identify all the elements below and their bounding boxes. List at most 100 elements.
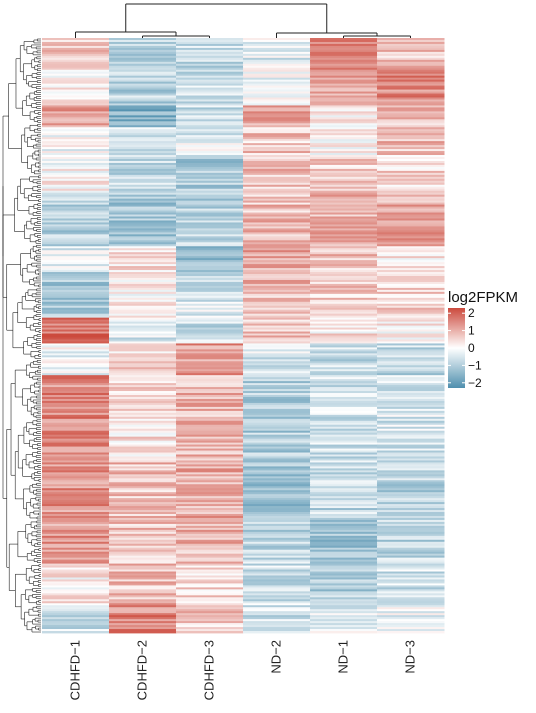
heatmap-cell (243, 460, 311, 463)
heatmap-cell (42, 353, 110, 356)
heatmap-cell (42, 242, 110, 245)
heatmap-cell (377, 337, 445, 340)
heatmap-cell (243, 531, 311, 535)
heatmap-cell (42, 182, 110, 186)
heatmap-cell (176, 331, 244, 334)
heatmap-cell (243, 226, 311, 229)
heatmap-cell (310, 83, 378, 86)
heatmap-cell (109, 440, 177, 443)
heatmap-cell (310, 153, 378, 156)
heatmap-cell (377, 571, 445, 574)
heatmap-cell (42, 254, 110, 257)
heatmap-cell (176, 303, 244, 307)
heatmap-cell (243, 609, 311, 612)
heatmap-cell (42, 531, 110, 535)
heatmap-cell (109, 174, 177, 178)
heatmap-cell (310, 71, 378, 75)
heatmap-cell (377, 424, 445, 428)
heatmap-cell (377, 170, 445, 174)
heatmap-cell (310, 375, 378, 378)
heatmap-cell (243, 508, 311, 511)
heatmap-cell (176, 151, 244, 154)
heatmap-cell (377, 631, 445, 634)
heatmap-cell (377, 105, 445, 108)
heatmap-cell (109, 319, 177, 323)
heatmap-cell (243, 492, 311, 495)
heatmap-cell (109, 157, 177, 160)
heatmap-cell (243, 466, 311, 469)
heatmap-cell (176, 139, 244, 142)
heatmap-cell (310, 367, 378, 370)
heatmap-cell (377, 418, 445, 422)
heatmap-cell (109, 218, 177, 221)
heatmap-cell (243, 557, 311, 561)
heatmap-cell (377, 244, 445, 247)
heatmap-cell (310, 535, 378, 539)
heatmap-cell (176, 321, 244, 324)
heatmap-cell (243, 426, 311, 430)
heatmap-cell (310, 383, 378, 386)
heatmap-cell (109, 59, 177, 63)
heatmap-cell (243, 218, 311, 221)
heatmap-cell (310, 113, 378, 116)
heatmap-cell (377, 438, 445, 442)
heatmap-cell (310, 262, 378, 265)
heatmap-cell (310, 365, 378, 368)
heatmap-cell (109, 289, 177, 293)
heatmap-cell (42, 216, 110, 219)
heatmap-cell (310, 512, 378, 515)
heatmap-cell (310, 216, 378, 219)
heatmap-cell (243, 373, 311, 376)
heatmap-cell (42, 488, 110, 491)
heatmap-cell (176, 430, 244, 434)
heatmap-cell (310, 115, 378, 118)
heatmap-cell (176, 519, 244, 523)
heatmap-cell (109, 611, 177, 614)
heatmap-cell (176, 603, 244, 606)
heatmap-cell (109, 67, 177, 71)
heatmap-cell (42, 345, 110, 348)
heatmap-cell (310, 266, 378, 269)
heatmap-cell (377, 537, 445, 541)
heatmap-cell (109, 77, 177, 81)
heatmap-cell (377, 234, 445, 237)
heatmap-cell (42, 517, 110, 521)
heatmap-cell (176, 277, 244, 281)
heatmap-cell (243, 180, 311, 184)
heatmap-cell (42, 395, 110, 398)
heatmap-cell (176, 353, 244, 356)
heatmap-cell (310, 208, 378, 211)
heatmap-cell (176, 504, 244, 507)
heatmap-cell (243, 391, 311, 394)
heatmap-cell (377, 220, 445, 223)
heatmap-cell (42, 442, 110, 445)
heatmap-cell (42, 190, 110, 194)
heatmap-cell (310, 222, 378, 225)
heatmap-cell (176, 355, 244, 358)
heatmap-cell (243, 297, 311, 301)
heatmap-cell (176, 442, 244, 445)
heatmap-cell (109, 301, 177, 305)
heatmap-cell (310, 149, 378, 152)
heatmap-cell (243, 123, 311, 126)
heatmap-cell (176, 109, 244, 112)
heatmap-cell (310, 591, 378, 594)
heatmap-cell (243, 291, 311, 295)
heatmap-cell (377, 504, 445, 507)
heatmap-cell (42, 335, 110, 338)
heatmap-cell (310, 361, 378, 364)
heatmap-cell (176, 162, 244, 166)
heatmap-cell (243, 337, 311, 340)
heatmap-cell (109, 200, 177, 204)
heatmap-cell (109, 178, 177, 182)
heatmap-cell (243, 480, 311, 483)
heatmap-cell (176, 107, 244, 110)
heatmap-cell (109, 256, 177, 259)
heatmap-cell (243, 464, 311, 467)
heatmap-cell (109, 87, 177, 90)
heatmap-cell (310, 353, 378, 356)
heatmap-cell (109, 519, 177, 523)
heatmap-cell (176, 605, 244, 608)
heatmap-cell (176, 515, 244, 519)
heatmap-cell (377, 141, 445, 144)
